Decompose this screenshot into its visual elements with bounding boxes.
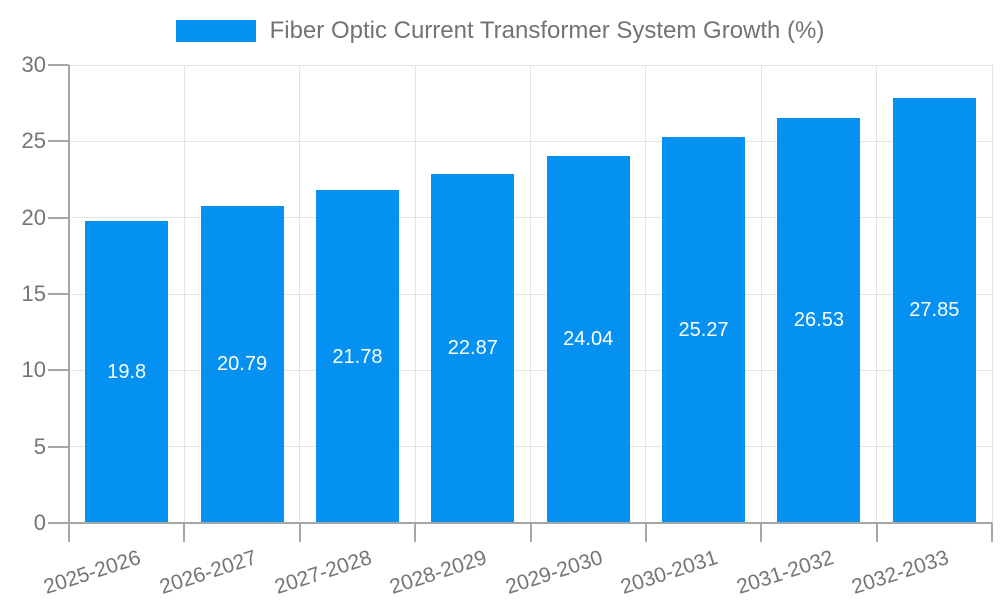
gridline-vertical	[299, 65, 301, 523]
y-axis-tick-label: 30	[21, 52, 46, 77]
x-axis-category-label: 2027-2028	[271, 546, 375, 599]
x-axis-category-label: 2032-2033	[848, 546, 952, 599]
y-axis-tick-label: 0	[33, 510, 46, 535]
x-axis-tick	[875, 523, 878, 542]
x-axis-tick	[760, 523, 763, 542]
bar-value-label: 20.79	[217, 353, 268, 376]
x-axis-line	[48, 522, 992, 524]
x-axis-category-label: 2026-2027	[156, 546, 260, 599]
y-axis-tick-label: 25	[21, 128, 46, 154]
y-axis-tick	[48, 140, 69, 143]
bar[interactable]	[892, 97, 976, 523]
gridline-vertical	[183, 65, 185, 523]
legend-item[interactable]: Fiber Optic Current Transformer System G…	[0, 17, 1000, 45]
bar[interactable]	[85, 220, 169, 523]
y-axis-tick-label: 20	[21, 204, 46, 230]
bar-value-label: 22.87	[447, 337, 498, 360]
x-axis-tick	[644, 523, 647, 542]
y-axis-tick	[48, 293, 69, 295]
x-axis-category-label: 2030-2031	[618, 546, 721, 599]
bar[interactable]	[546, 155, 630, 523]
gridline-vertical	[645, 65, 647, 523]
y-axis-tick	[48, 64, 69, 66]
bar-value-label: 25.27	[678, 319, 729, 342]
x-axis-tick	[414, 523, 417, 542]
y-axis-tick-label: 15	[21, 281, 46, 306]
legend-label: Fiber Optic Current Transformer System G…	[269, 17, 825, 44]
bar[interactable]	[315, 190, 399, 523]
x-axis-tick	[991, 523, 993, 542]
x-axis-tick	[529, 523, 532, 542]
bar[interactable]	[662, 137, 746, 523]
gridline-vertical	[414, 65, 416, 523]
bar-value-label: 27.85	[909, 299, 960, 322]
bar-value-label: 26.53	[793, 309, 844, 332]
gridline-vertical	[530, 65, 531, 523]
x-axis-category-label: 2029-2030	[502, 546, 606, 599]
x-axis-category-label: 2031-2032	[733, 546, 837, 599]
gridline-vertical	[876, 65, 878, 523]
x-axis-tick	[183, 523, 186, 542]
y-axis-tick-label: 10	[21, 357, 46, 383]
gridline-vertical	[991, 65, 993, 523]
gridline-vertical	[760, 65, 762, 523]
legend-swatch-icon	[175, 20, 256, 42]
bar-value-label: 19.8	[107, 360, 147, 383]
x-axis-tick	[298, 523, 301, 542]
y-axis-tick	[48, 445, 69, 448]
bar[interactable]	[200, 205, 284, 523]
bar-value-label: 21.78	[332, 345, 383, 368]
y-axis-line	[68, 65, 70, 542]
bar-value-label: 24.04	[563, 328, 614, 351]
y-axis-tick-label: 5	[33, 433, 46, 459]
x-axis-category-label: 2028-2029	[387, 546, 490, 599]
y-axis-tick	[48, 369, 69, 372]
y-axis-tick	[48, 216, 69, 219]
x-axis-category-label: 2025-2026	[41, 546, 144, 599]
bar[interactable]	[777, 117, 861, 523]
bar[interactable]	[431, 173, 515, 523]
